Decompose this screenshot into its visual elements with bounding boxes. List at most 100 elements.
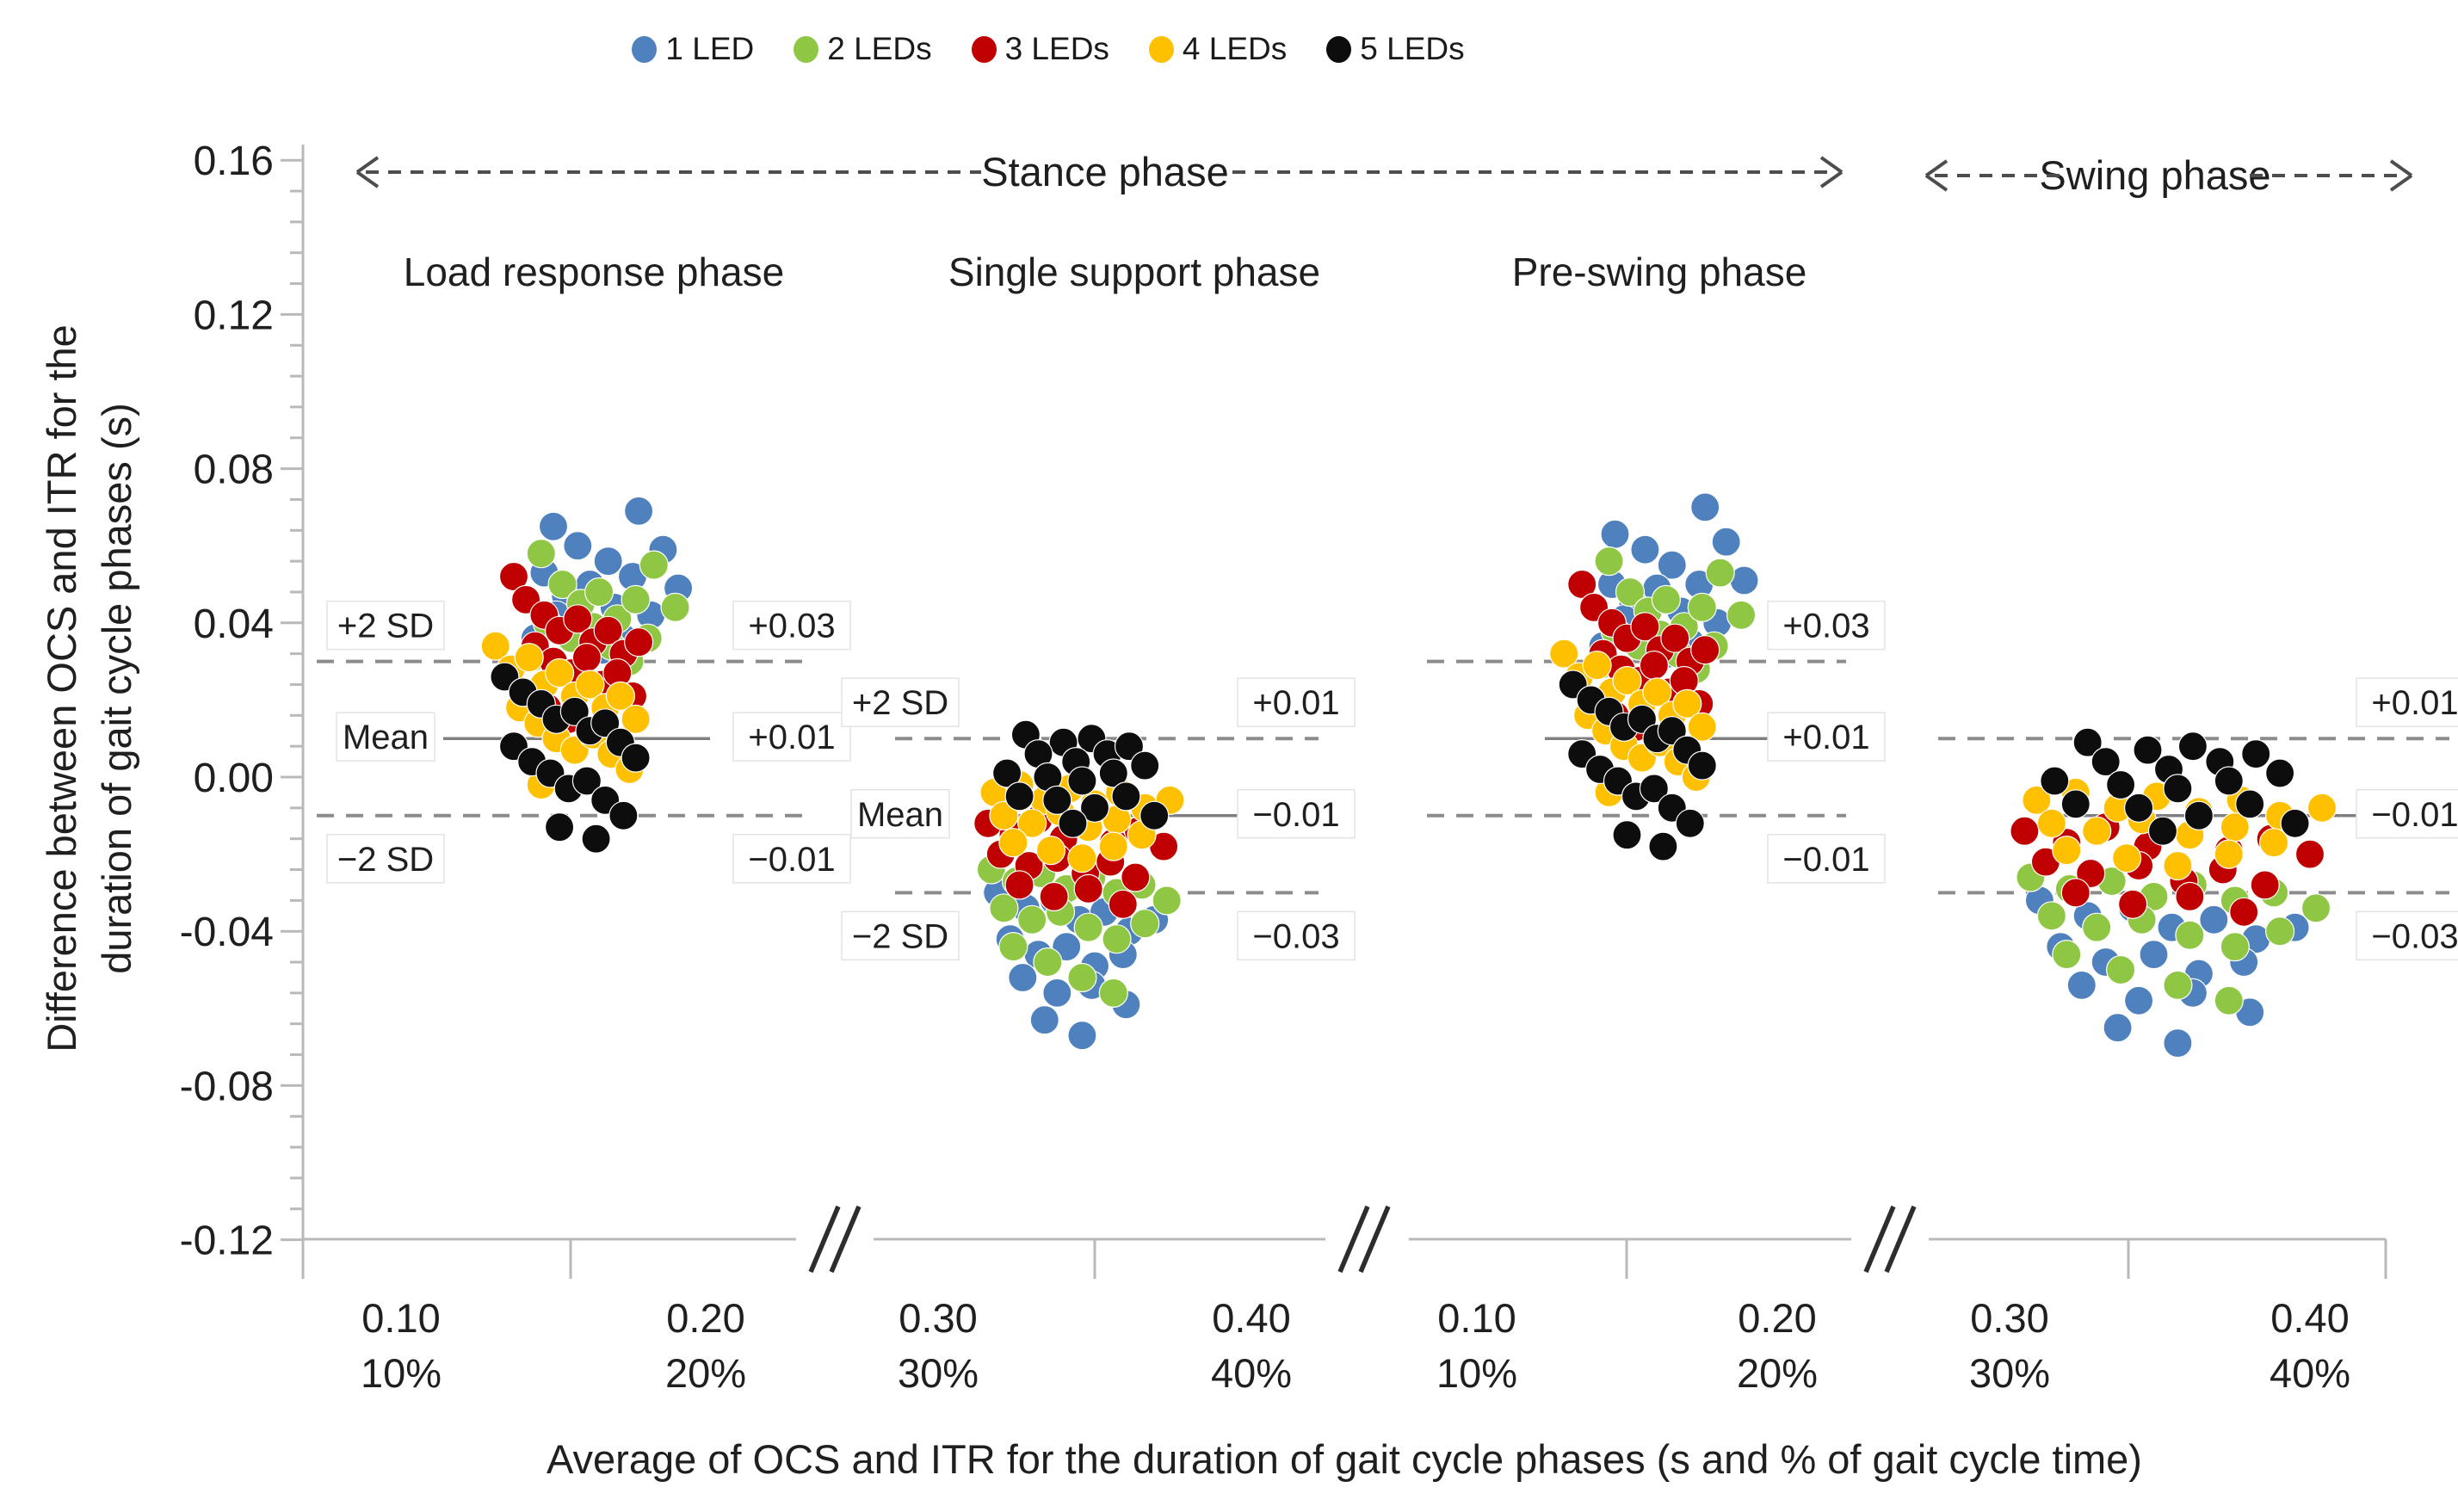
scatter-point [1642,677,1672,707]
scatter-point [989,893,1019,923]
scatter-point [1008,962,1038,993]
scatter-point [1612,665,1642,696]
scatter-point [1130,909,1160,939]
x-tick-label-percent: 10% [1436,1350,1517,1396]
mean-value-box [1237,789,1356,839]
legend-dot-icon [794,35,819,63]
scatter-point [1152,886,1182,916]
scatter-point [2265,758,2295,788]
scatter-point [1098,831,1128,861]
legend-label: 1 LED [665,31,755,66]
scatter-point [2106,769,2136,800]
scatter-point [1039,881,1069,912]
mean-value-box [1767,712,1886,762]
scatter-point [1675,808,1705,838]
scatter-point [1017,808,1047,838]
scatter-point [2082,912,2112,942]
scatter-point [2052,835,2082,866]
scatter-point [1687,592,1717,623]
scatter-point [2010,816,2040,846]
scatter-point [2091,746,2121,777]
axis-break-icon [1358,1205,1391,1274]
arrow-right-icon [1819,170,1844,188]
lower-sd-value-box [732,834,851,884]
lower-sd-name: −2 SD [852,917,948,955]
scatter-point [1690,492,1720,522]
x-tick-label-seconds: 0.10 [1437,1295,1516,1341]
scatter-point [2163,774,2193,804]
scatter-point [2147,816,2178,846]
x-tick-label-seconds: 0.10 [361,1295,440,1341]
y-tick-label: -0.08 [180,1064,274,1109]
scatter-point [623,627,654,657]
x-tick-label-percent: 40% [1211,1350,1292,1396]
upper-sd-value-box [1237,677,1356,727]
x-axis-labels: 0.10 10% 0.20 20% 0.30 30% 0.40 40% 0.10 10% 0.20 2… [361,1295,2350,1396]
scatter-point [2163,850,2193,881]
scatter-point [1705,558,1735,588]
scatter-point [1033,947,1063,978]
legend-label: 2 LEDs [827,31,932,66]
scatter-point [2052,939,2082,970]
scatter-point [498,561,529,592]
legend-item: 4 LEDs [1148,31,1287,67]
y-tick-label: 0.16 [194,139,274,184]
scatter-point [1073,873,1103,904]
mean-name: Mean [857,796,943,834]
panel-title: Load response phase [404,250,784,294]
y-axis-title-line-2: duration of gait cycle phases (s) [94,403,139,974]
scatter-point [1630,612,1660,642]
arrow-right-icon [1819,156,1844,174]
scatter-point [639,550,669,580]
scatter-point [1108,889,1138,919]
scatter-point [571,766,602,796]
lower-sd-value-box [1767,834,1886,884]
scatter-point [2103,1013,2133,1043]
scatter-point [1687,750,1717,781]
scatter-point [1029,1005,1059,1035]
y-tick-label: 0.08 [194,447,274,493]
scatter-point [2036,808,2066,838]
scatter-point [544,812,575,842]
scatter-point [2060,878,2091,908]
scatter-point [660,592,690,623]
scatter-point [1035,835,1066,866]
scatter-point [1067,1021,1097,1051]
x-tick-label-seconds: 0.30 [899,1295,977,1341]
scatter-point [1594,546,1624,577]
y-axis-title-line-1: Difference between OCS and ITR for the [39,324,84,1052]
axis-break-icon [1337,1205,1370,1274]
scatter-point [2214,766,2244,796]
scatter-point [2139,939,2169,970]
scatter-point [1567,569,1597,600]
scatter-point [2124,793,2154,823]
scatter-point [2199,904,2229,935]
y-tick-label: 0.04 [194,602,274,647]
scatter-point [1612,820,1642,850]
lower-sd-name-box [841,910,960,961]
legend: 1 LED 2 LEDs 3 LEDs 4 LEDs 5 LEDs [605,31,1491,67]
scatter-point [2183,800,2214,830]
scatter-point [1058,808,1088,838]
scatter-point [621,743,651,773]
scatter-point [2082,816,2112,846]
y-tick-label: 0.12 [194,293,274,338]
scatter-point [1582,650,1612,681]
scatter-point [2235,789,2265,819]
arrow-left-icon [355,170,380,188]
x-axis-title: Average of OCS and ITR for the duration … [547,1436,2142,1482]
swing-phase-header: Swing phase [2039,152,2270,198]
lower-sd-value-box [2356,910,2458,961]
panel-titles: Load response phase Single support phase P… [404,250,1807,294]
mean-value: −0.01 [2371,796,2458,834]
scatter-point [575,670,605,700]
scatter-point [1648,831,1678,861]
scatter-point [991,758,1022,788]
scatter-point [1098,758,1128,788]
upper-sd-value-box [1767,600,1886,651]
legend-item: 1 LED [632,31,754,67]
y-tick-label: 0.00 [194,756,274,801]
scatter-point [584,577,614,608]
scatter-point [989,800,1019,830]
